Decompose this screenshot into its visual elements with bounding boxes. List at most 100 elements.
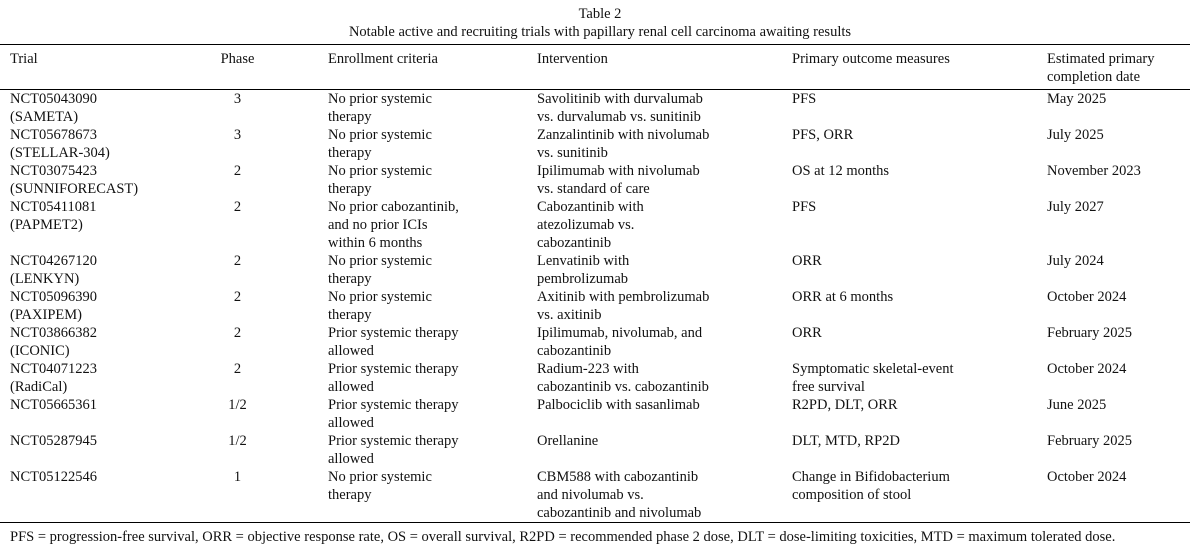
- cell-line: Prior systemic therapy: [328, 325, 459, 341]
- table-cell: NCT04071223 (RadiCal): [0, 360, 210, 396]
- table-row: NCT03075423 (SUNNIFORECAST) 2 No prior syst…: [0, 162, 1190, 198]
- table-row: NCT04267120 (LENKYN) 2 No prior systemic the…: [0, 252, 1190, 288]
- table-cell: NCT05096390 (PAXIPEM): [0, 288, 210, 324]
- cell-line: DLT, MTD, RP2D: [792, 433, 900, 449]
- cell-line: completion date: [1047, 69, 1141, 85]
- cell-line: allowed: [328, 415, 374, 431]
- cell-line: (LENKYN): [10, 271, 80, 287]
- cell-line: October 2024: [1047, 289, 1127, 305]
- cell-line: vs. durvalumab vs. sunitinib: [537, 109, 701, 125]
- cell-line: NCT05122546: [10, 469, 97, 485]
- cell-line: Prior systemic therapy: [328, 361, 459, 377]
- table-cell: 3: [210, 90, 265, 127]
- cell-line: May 2025: [1047, 91, 1107, 107]
- table-cell: July 2027: [1047, 198, 1190, 252]
- cell-line: (PAPMET2): [10, 217, 83, 233]
- table-row: NCT05411081 (PAPMET2) 2 No prior cabozantin…: [0, 198, 1190, 252]
- table-cell: No prior systemic therapy: [265, 162, 537, 198]
- table-cell: OS at 12 months: [792, 162, 1047, 198]
- table-cell: Prior systemic therapy allowed: [265, 432, 537, 468]
- cell-line: No prior cabozantinib,: [328, 199, 459, 215]
- cell-line: (SUNNIFORECAST): [10, 181, 139, 197]
- table-cell: 1/2: [210, 432, 265, 468]
- cell-line: No prior systemic: [328, 469, 432, 485]
- cell-line: allowed: [328, 379, 374, 395]
- table-cell: 2: [210, 324, 265, 360]
- cell-line: therapy: [328, 181, 372, 197]
- cell-line: cabozantinib vs. cabozantinib: [537, 379, 709, 395]
- header-row: Trial Phase Enrollment criteria Interventio…: [0, 44, 1190, 90]
- cell-line: CBM588 with cabozantinib: [537, 469, 699, 485]
- table-cell: ORR at 6 months: [792, 288, 1047, 324]
- table-title: Table 2: [578, 6, 622, 22]
- cell-line: Ipilimumab, nivolumab, and: [537, 325, 703, 341]
- cell-line: 3: [233, 127, 242, 143]
- cell-line: (SAMETA): [10, 109, 79, 125]
- column-header: Estimated primary completion date: [1047, 44, 1190, 90]
- table-cell: May 2025: [1047, 90, 1190, 127]
- cell-line: Estimated primary: [1047, 51, 1155, 67]
- cell-line: OS at 12 months: [792, 163, 890, 179]
- cell-line: atezolizumab vs.: [537, 217, 635, 233]
- cell-line: vs. standard of care: [537, 181, 650, 197]
- table-cell: February 2025: [1047, 432, 1190, 468]
- cell-line: 2: [233, 253, 242, 269]
- cell-line: February 2025: [1047, 433, 1132, 449]
- cell-line: Prior systemic therapy: [328, 433, 459, 449]
- table-cell: 3: [210, 126, 265, 162]
- table-row: NCT05122546 1 No prior systemic therapy CBM5…: [0, 468, 1190, 523]
- table-cell: NCT03866382 (ICONIC): [0, 324, 210, 360]
- cell-line: free survival: [792, 379, 865, 395]
- cell-line: February 2025: [1047, 325, 1132, 341]
- cell-line: 1/2: [228, 433, 247, 449]
- cell-line: composition of stool: [792, 487, 912, 503]
- cell-line: Lenvatinib with: [537, 253, 630, 269]
- cell-line: and nivolumab vs.: [537, 487, 644, 503]
- table-cell: Lenvatinib with pembrolizumab: [537, 252, 792, 288]
- cell-line: 2: [233, 199, 242, 215]
- cell-line: No prior systemic: [328, 253, 432, 269]
- cell-line: November 2023: [1047, 163, 1141, 179]
- cell-line: cabozantinib: [537, 343, 612, 359]
- table-cell: 2: [210, 162, 265, 198]
- cell-line: and no prior ICIs: [328, 217, 428, 233]
- cell-line: Intervention: [537, 51, 608, 67]
- cell-line: ORR at 6 months: [792, 289, 894, 305]
- table-cell: November 2023: [1047, 162, 1190, 198]
- cell-line: No prior systemic: [328, 91, 432, 107]
- cell-line: NCT04071223: [10, 361, 97, 377]
- cell-line: PFS: [792, 199, 817, 215]
- table-cell: NCT04267120 (LENKYN): [0, 252, 210, 288]
- table-row: NCT04071223 (RadiCal) 2 Prior systemic ther…: [0, 360, 1190, 396]
- cell-line: (RadiCal): [10, 379, 68, 395]
- cell-line: June 2025: [1047, 397, 1107, 413]
- table-cell: No prior systemic therapy: [265, 252, 537, 288]
- table-cell: Palbociclib with sasanlimab: [537, 396, 792, 432]
- cell-line: PFS, ORR: [792, 127, 854, 143]
- cell-line: Palbociclib with sasanlimab: [537, 397, 700, 413]
- table-row: NCT05287945 1/2 Prior systemic therapy allo…: [0, 432, 1190, 468]
- table-cell: PFS: [792, 90, 1047, 127]
- column-header: Enrollment criteria: [265, 44, 537, 90]
- cell-line: Radium-223 with: [537, 361, 639, 377]
- table-cell: PFS, ORR: [792, 126, 1047, 162]
- cell-line: (STELLAR-304): [10, 145, 110, 161]
- footnote: PFS = progression-free survival, ORR = o…: [10, 529, 1116, 545]
- cell-line: Symptomatic skeletal-event: [792, 361, 954, 377]
- cell-line: therapy: [328, 271, 372, 287]
- cell-line: Axitinib with pembrolizumab: [537, 289, 710, 305]
- table-cell: NCT05043090 (SAMETA): [0, 90, 210, 127]
- cell-line: July 2024: [1047, 253, 1104, 269]
- cell-line: 2: [233, 325, 242, 341]
- cell-line: Savolitinib with durvalumab: [537, 91, 703, 107]
- column-header: Phase: [210, 44, 265, 90]
- cell-line: therapy: [328, 487, 372, 503]
- table-row: NCT05096390 (PAXIPEM) 2 No prior systemic th…: [0, 288, 1190, 324]
- cell-line: 1: [233, 469, 242, 485]
- table-cell: Prior systemic therapy allowed: [265, 360, 537, 396]
- cell-line: Enrollment criteria: [328, 51, 438, 67]
- cell-line: Cabozantinib with: [537, 199, 644, 215]
- table-cell: NCT05287945: [0, 432, 210, 468]
- cell-line: Trial: [10, 51, 38, 67]
- table-cell: October 2024: [1047, 468, 1190, 523]
